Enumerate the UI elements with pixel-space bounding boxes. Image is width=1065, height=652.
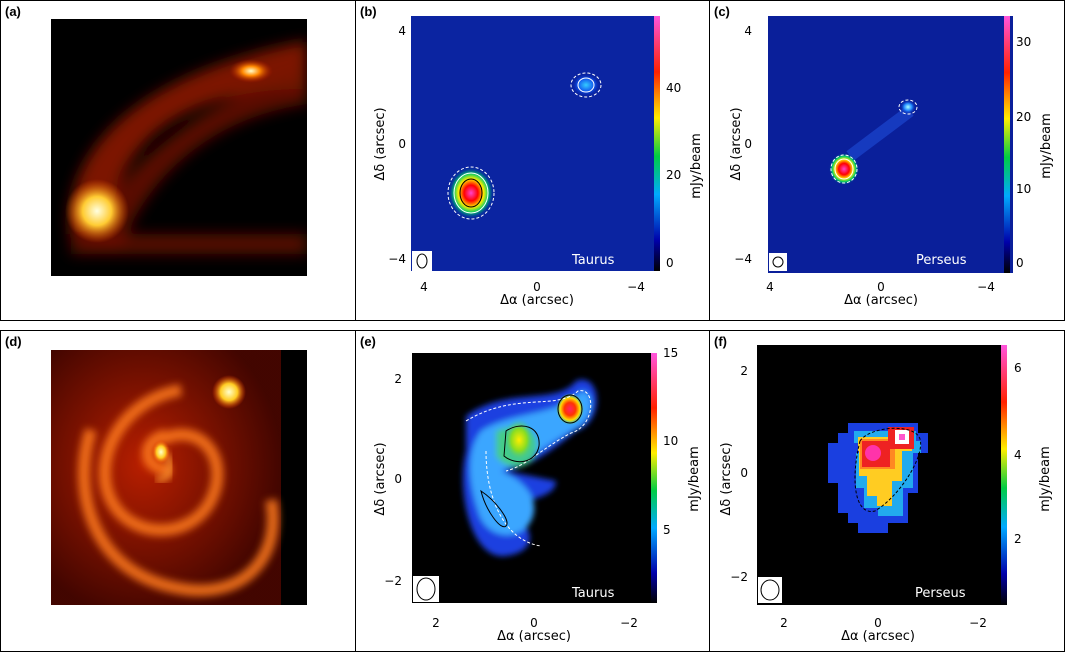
x-tick: 4 bbox=[766, 280, 774, 294]
source-blob bbox=[503, 418, 535, 462]
region-label: Taurus bbox=[571, 586, 615, 601]
y-tick: 4 bbox=[398, 24, 406, 38]
panel-d: (d) bbox=[0, 330, 356, 652]
region-label: Perseus bbox=[916, 253, 967, 268]
y-tick: 0 bbox=[394, 472, 402, 486]
y-axis-label: Δδ (arcsec) bbox=[373, 442, 388, 515]
beam-ellipse bbox=[760, 579, 780, 601]
beam-box bbox=[769, 253, 787, 271]
colorbar bbox=[651, 353, 657, 603]
colorbar-label: mJy/beam bbox=[687, 446, 702, 511]
x-tick: 0 bbox=[877, 280, 885, 294]
panel-label: (d) bbox=[5, 334, 22, 349]
heatmap-c: Perseus 4 0 −4 4 0 −4 Δα (arcsec) Δδ (ar… bbox=[729, 16, 1054, 308]
y-tick: 0 bbox=[740, 466, 748, 480]
y-axis-label: Δδ (arcsec) bbox=[729, 107, 744, 180]
y-tick: −4 bbox=[734, 252, 752, 266]
panel-c: (c) Perseus 4 0 −4 4 0 −4 Δα (arcsec) Δδ… bbox=[709, 0, 1065, 321]
source-blob bbox=[572, 74, 600, 96]
heatmap-b: Taurus 4 0 −4 4 0 −4 Δα (arcsec) Δδ (arc… bbox=[373, 16, 704, 308]
colorbar-label: mJy/beam bbox=[1039, 113, 1054, 178]
panel-label: (c) bbox=[714, 4, 730, 19]
cbar-tick: 0 bbox=[1016, 256, 1024, 270]
panel-label: (e) bbox=[360, 334, 376, 349]
panel-b: (b) Taurus 4 0 −4 4 0 −4 Δα (arcsec) Δδ … bbox=[355, 0, 710, 321]
x-tick: 2 bbox=[432, 616, 440, 630]
x-tick: 0 bbox=[874, 616, 882, 630]
panel-label: (f) bbox=[714, 334, 727, 349]
y-tick: 2 bbox=[394, 372, 402, 386]
x-tick: −2 bbox=[620, 616, 638, 630]
colorbar-label: mJy/beam bbox=[689, 133, 704, 198]
y-tick: 0 bbox=[744, 137, 752, 151]
cbar-tick: 6 bbox=[1014, 361, 1022, 375]
panel-a: (a) bbox=[0, 0, 356, 321]
y-tick: 2 bbox=[740, 364, 748, 378]
y-tick: −4 bbox=[388, 252, 406, 266]
y-tick: −2 bbox=[730, 570, 748, 584]
y-tick: 4 bbox=[744, 24, 752, 38]
cbar-tick: 20 bbox=[1016, 110, 1031, 124]
plot-area bbox=[768, 16, 1013, 273]
x-tick: −4 bbox=[627, 280, 645, 294]
beam-ellipse bbox=[772, 256, 784, 268]
colorbar-label: mJy/beam bbox=[1038, 446, 1053, 511]
source-blob bbox=[829, 153, 859, 185]
colorbar bbox=[1001, 345, 1007, 605]
cbar-tick: 2 bbox=[1014, 532, 1022, 546]
x-tick: 0 bbox=[530, 616, 538, 630]
source-blob bbox=[556, 393, 584, 425]
source-blob bbox=[900, 100, 916, 114]
cbar-tick: 10 bbox=[1016, 182, 1031, 196]
panel-label: (b) bbox=[360, 4, 377, 19]
x-tick: −4 bbox=[977, 280, 995, 294]
y-tick: −2 bbox=[384, 574, 402, 588]
source-blob bbox=[865, 445, 881, 461]
cbar-tick: 40 bbox=[666, 81, 681, 95]
heatmap-e: Taurus 2 0 −2 2 0 −2 Δα (arcsec) Δδ (arc… bbox=[373, 346, 702, 644]
x-tick: −2 bbox=[969, 616, 987, 630]
region-label: Perseus bbox=[915, 586, 966, 601]
simulation-image-a bbox=[51, 19, 307, 276]
cbar-tick: 0 bbox=[666, 256, 674, 270]
x-tick: 2 bbox=[780, 616, 788, 630]
cbar-tick: 4 bbox=[1014, 448, 1022, 462]
x-axis-label: Δα (arcsec) bbox=[841, 629, 915, 644]
beam-ellipse bbox=[416, 577, 436, 601]
simulation-image-d bbox=[51, 350, 307, 605]
cbar-tick: 20 bbox=[666, 168, 681, 182]
cbar-tick: 30 bbox=[1016, 35, 1031, 49]
cbar-tick: 10 bbox=[663, 434, 678, 448]
region-label: Taurus bbox=[571, 253, 615, 268]
x-axis-label: Δα (arcsec) bbox=[500, 293, 574, 308]
panel-f: (f) Perseus 2 0 −2 2 0 −2 Δα (arcsec) bbox=[709, 330, 1065, 652]
colorbar bbox=[1004, 16, 1010, 273]
source-blob bbox=[448, 167, 494, 219]
panel-label: (a) bbox=[5, 4, 21, 19]
cbar-tick: 5 bbox=[663, 523, 671, 537]
y-axis-label: Δδ (arcsec) bbox=[373, 107, 388, 180]
y-tick: 0 bbox=[398, 137, 406, 151]
x-axis-label: Δα (arcsec) bbox=[497, 629, 571, 644]
cbar-tick: 15 bbox=[663, 346, 678, 360]
x-axis-label: Δα (arcsec) bbox=[844, 293, 918, 308]
x-tick: 4 bbox=[420, 280, 428, 294]
beam-box bbox=[758, 577, 782, 603]
beam-ellipse bbox=[416, 253, 428, 269]
colorbar bbox=[654, 16, 660, 271]
panel-e: (e) Taurus 2 0 −2 2 0 −2 bbox=[355, 330, 710, 652]
beam-box bbox=[412, 251, 432, 271]
x-tick: 0 bbox=[533, 280, 541, 294]
heatmap-f: Perseus 2 0 −2 2 0 −2 Δα (arcsec) Δδ (ar… bbox=[719, 345, 1053, 644]
y-axis-label: Δδ (arcsec) bbox=[719, 442, 734, 515]
